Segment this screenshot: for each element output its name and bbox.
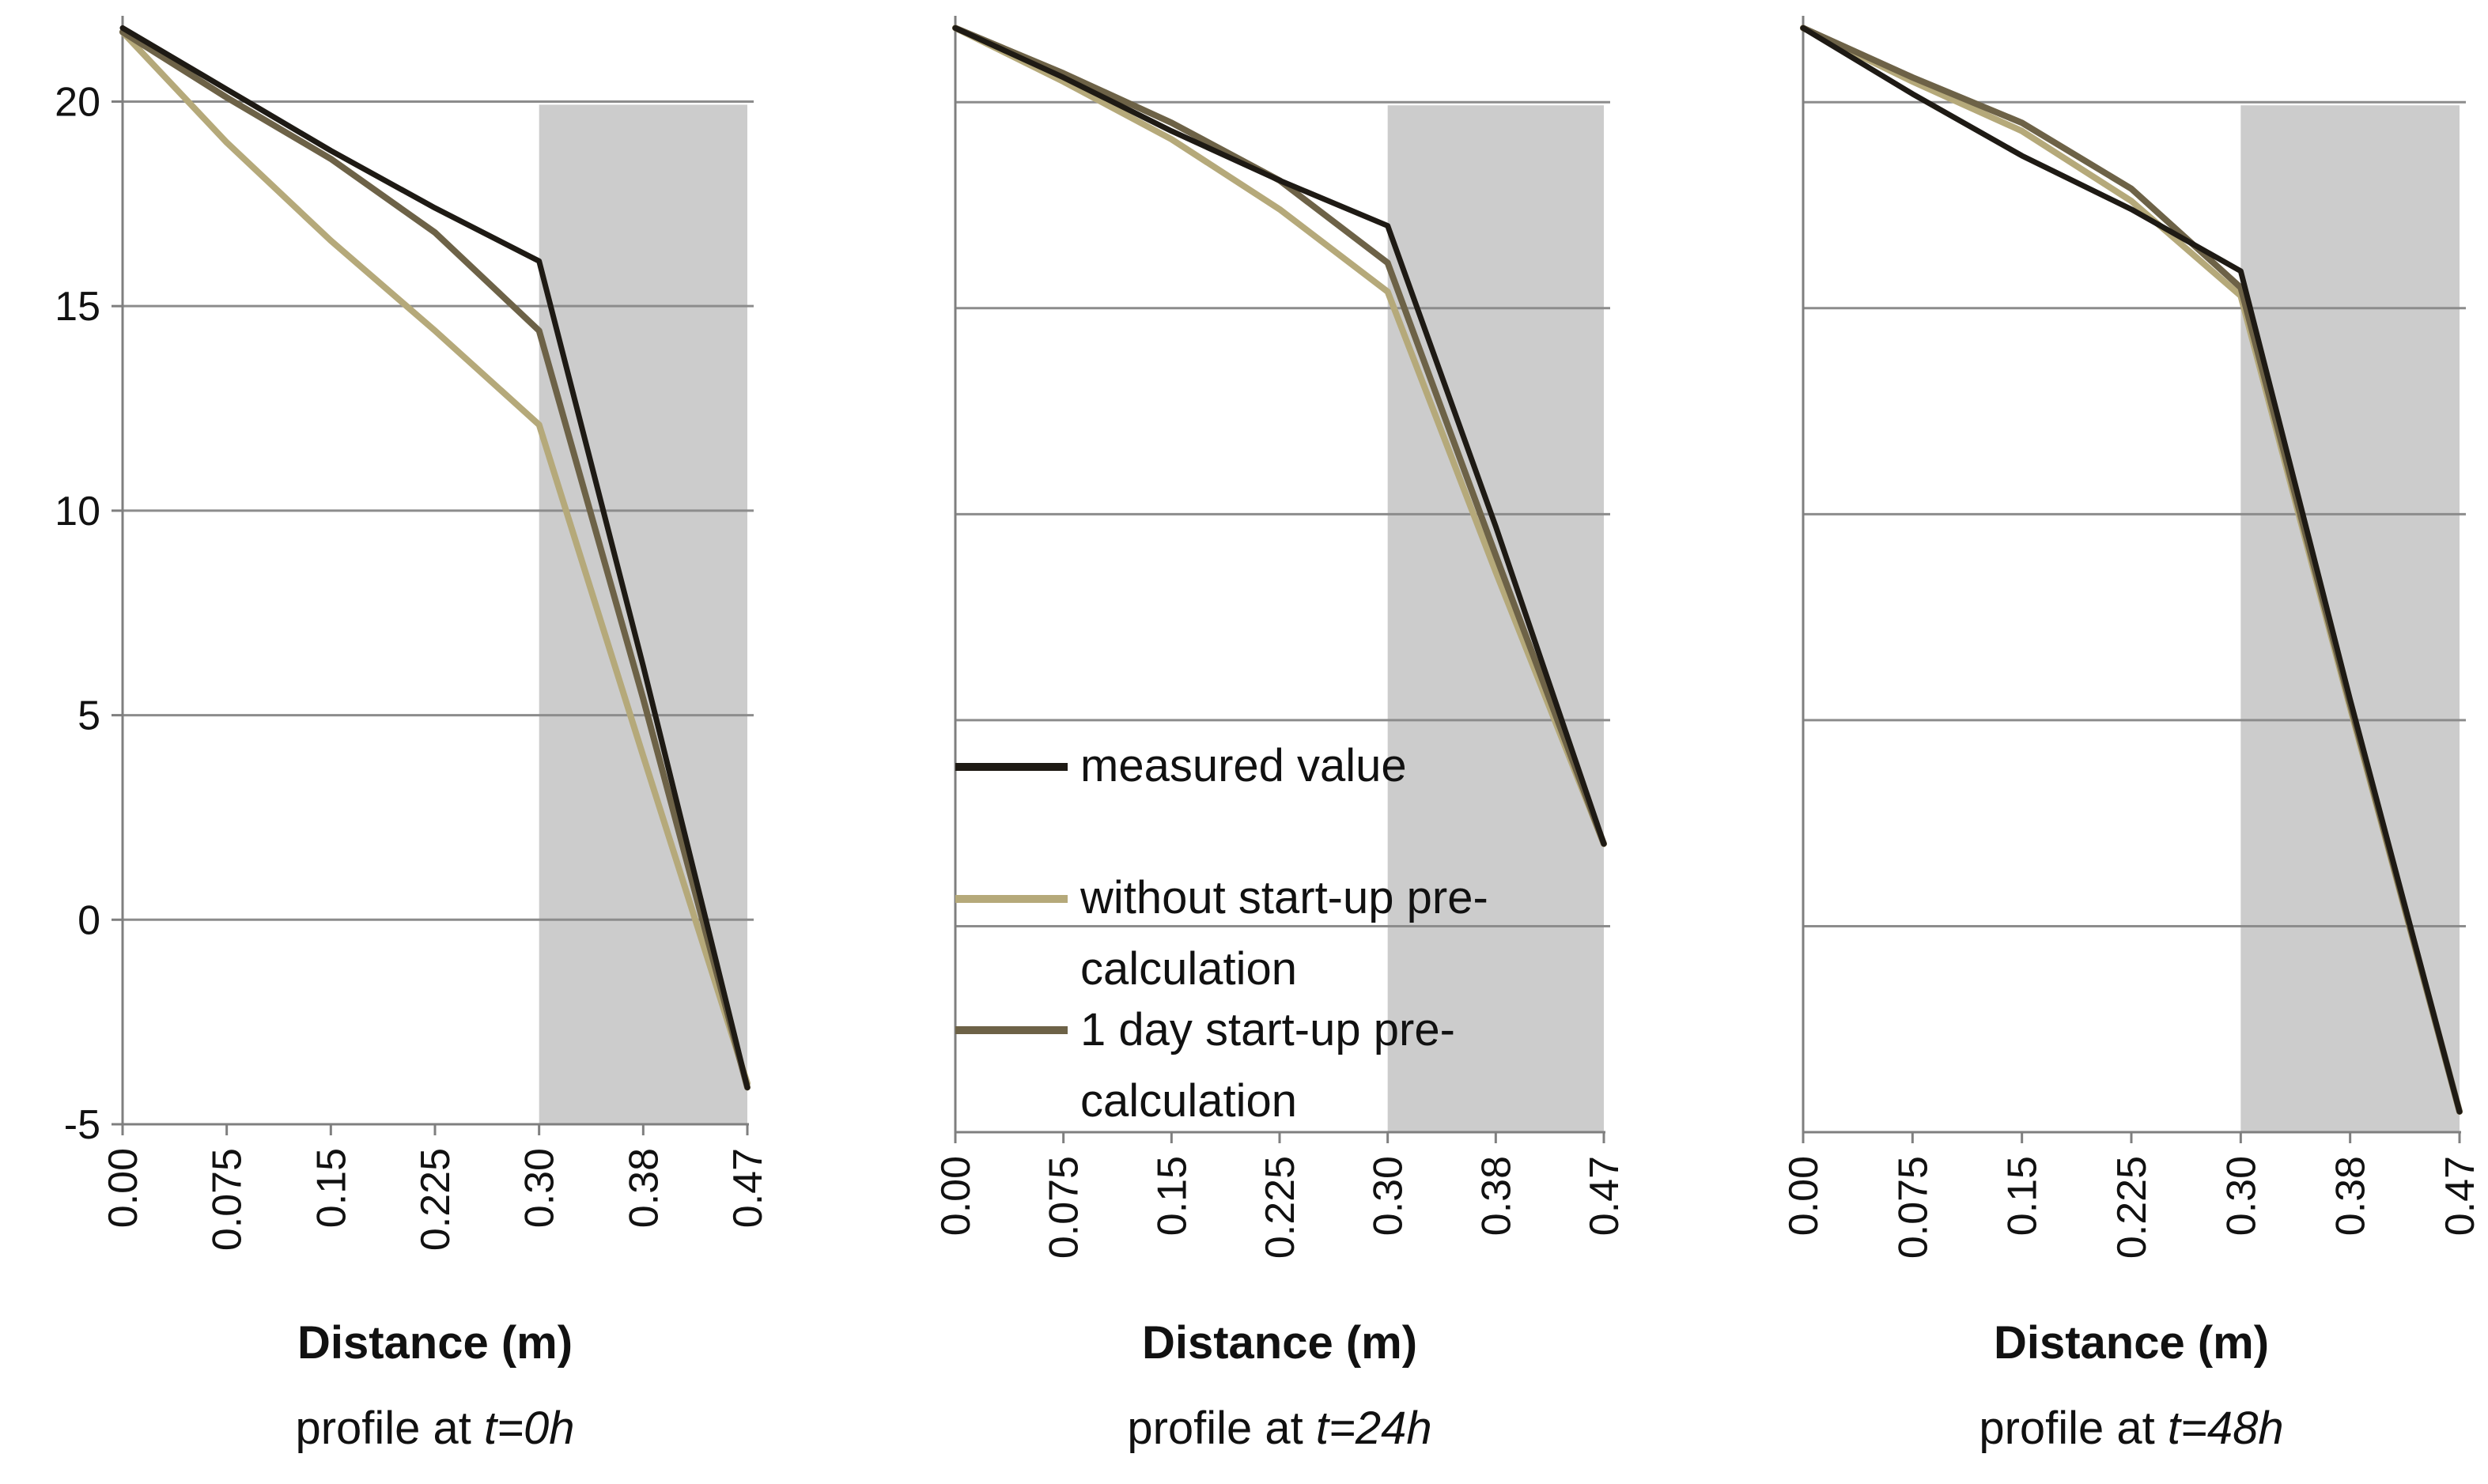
legend-item-one_day: 1 day start-up pre-calculation	[955, 1004, 1455, 1127]
legend-item-without: without start-up pre-calculation	[955, 872, 1488, 995]
series-line-one_day	[119, 28, 751, 1091]
x-tick-label: 0.15	[2000, 1156, 2046, 1236]
x-axis-label: Distance (m)	[297, 1317, 573, 1369]
caption-time: t=24h	[1316, 1403, 1432, 1454]
x-tick-label: 0.47	[1582, 1156, 1628, 1236]
series-line-measured	[119, 25, 751, 1090]
x-tick-label: 0.38	[1473, 1156, 1519, 1236]
legend-label: without start-up pre-	[1080, 872, 1488, 923]
x-tick-label: 0.075	[1890, 1156, 1936, 1259]
caption-time: t=48h	[2168, 1403, 2284, 1454]
y-tick-label: 15	[55, 284, 100, 330]
caption-prefix: profile at	[1127, 1403, 1316, 1454]
caption-time: t=0h	[484, 1403, 575, 1454]
chart-panel-t24: 0.00 0.075 0.15 0.225 0.30 0.38 0.47 Distance (…	[933, 16, 1628, 1454]
x-axis-label: Distance (m)	[1994, 1317, 2269, 1369]
shaded-region	[2240, 105, 2460, 1133]
x-tick-label: 0.30	[1366, 1156, 1412, 1236]
series-line-without	[952, 25, 1607, 848]
x-tick-label: 0.15	[1149, 1156, 1195, 1236]
x-tick-label: 0.15	[308, 1148, 354, 1228]
x-tick-label: 0.00	[1781, 1156, 1827, 1236]
x-tick-label: 0.225	[2109, 1156, 2155, 1259]
x-tick-label: 0.225	[413, 1148, 459, 1251]
x-tick-label: 0.30	[2218, 1156, 2264, 1236]
series-line-measured	[1800, 25, 2463, 1115]
x-axis-label: Distance (m)	[1142, 1317, 1417, 1369]
x-tick-label: 0.47	[2437, 1156, 2483, 1236]
x-tick-label: 0.38	[2328, 1156, 2374, 1236]
x-tick-label: 0.075	[205, 1148, 251, 1251]
series-line-measured	[952, 25, 1607, 847]
y-tick-label: -5	[64, 1102, 100, 1148]
chart-panels: -5 0 5 10 15 20 0.00 0.075 0.15 0.225 0.30 0.38 0.47…	[55, 16, 2483, 1454]
panel-caption: profile at t=0h	[295, 1403, 574, 1454]
legend-label: calculation	[1080, 943, 1297, 995]
x-tick-label: 0.47	[725, 1148, 771, 1228]
x-tick-label: 0.00	[933, 1156, 979, 1236]
caption-prefix: profile at	[1979, 1403, 2168, 1454]
x-tick-label: 0.225	[1257, 1156, 1303, 1259]
x-tick-label: 0.30	[517, 1148, 563, 1228]
caption-prefix: profile at	[295, 1403, 484, 1454]
series-line-without	[119, 28, 751, 1087]
x-tick-label: 0.075	[1042, 1156, 1087, 1259]
y-tick-label: 0	[78, 897, 100, 943]
chart-panel-t0: -5 0 5 10 15 20 0.00 0.075 0.15 0.225 0.30 0.38 0.47…	[55, 16, 771, 1454]
legend: measured value without start-up pre-calcu…	[955, 740, 1488, 1127]
panel-caption: profile at t=24h	[1127, 1403, 1431, 1454]
x-tick-label: 0.00	[100, 1148, 146, 1228]
y-tick-label: 20	[55, 79, 100, 125]
x-tick-label: 0.38	[621, 1148, 667, 1228]
legend-label: 1 day start-up pre-	[1080, 1004, 1455, 1055]
legend-label: calculation	[1080, 1075, 1297, 1127]
shaded-region	[1387, 105, 1604, 1133]
panel-caption: profile at t=48h	[1979, 1403, 2283, 1454]
y-tick-label: 10	[55, 489, 100, 534]
legend-label: measured value	[1080, 740, 1407, 791]
legend-item-measured: measured value	[955, 740, 1407, 791]
chart-panel-t48: 0.00 0.075 0.15 0.225 0.30 0.38 0.47 Distance (…	[1781, 16, 2483, 1454]
y-tick-label: 5	[78, 693, 100, 739]
